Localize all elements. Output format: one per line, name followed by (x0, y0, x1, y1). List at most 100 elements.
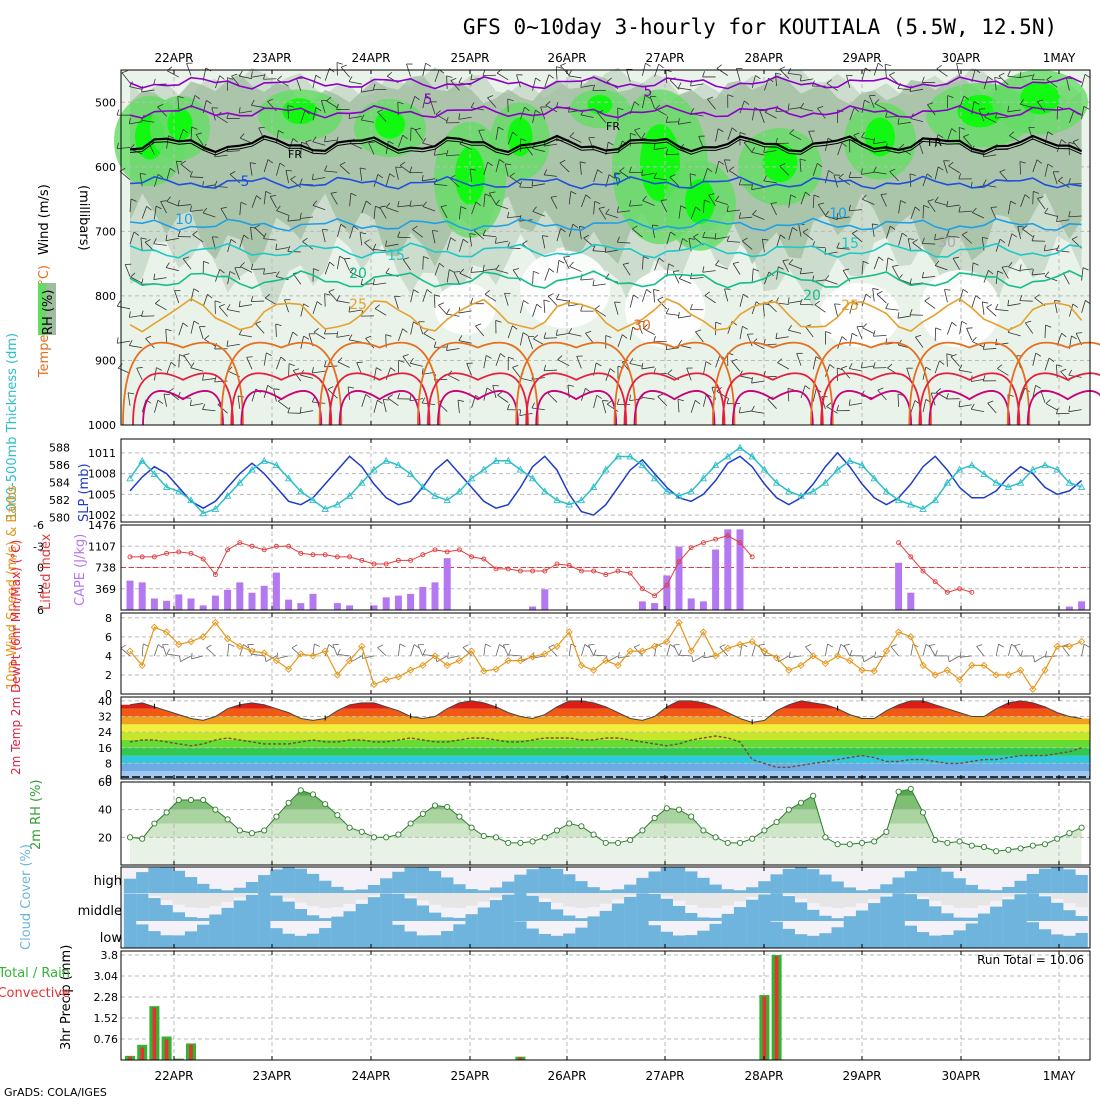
rh-marker (652, 815, 657, 820)
y-tick-label: 800 (95, 290, 116, 303)
y-tick-label-right: 1107 (88, 540, 116, 553)
cloud-gap (502, 893, 514, 894)
rh-marker (335, 813, 340, 818)
cloud-bar (270, 896, 282, 921)
rh-marker (249, 831, 254, 836)
cloud-gap (697, 893, 709, 908)
wind-barb-flag (1084, 644, 1089, 647)
cape-bar (407, 594, 414, 610)
rh-marker (969, 843, 974, 848)
cape-bar (310, 594, 317, 610)
rh-marker (213, 807, 218, 812)
rh-very-high-patch (865, 118, 895, 157)
cloud-bar (551, 909, 563, 921)
wind-barb-flag (618, 652, 619, 658)
cape-bar (529, 607, 536, 610)
y-tick-label: 6 (105, 631, 112, 644)
cloud-bar (356, 921, 368, 948)
rh-low-patch (520, 251, 610, 328)
cloud-gap (148, 893, 160, 896)
cloud-gap (173, 893, 185, 905)
wind-barb-flag (834, 304, 840, 305)
temp-band (121, 763, 1090, 771)
cloud-bar (1063, 936, 1075, 948)
cloud-bar (1027, 874, 1039, 893)
cloud-bar (258, 893, 270, 921)
contour-label: 5 (424, 92, 433, 108)
y-tick-label: 3.8 (101, 949, 119, 962)
cloud-bar (417, 867, 429, 893)
cloud-gap (795, 893, 807, 899)
y-tick-label: 600 (95, 161, 116, 174)
cloud-bar (380, 878, 392, 893)
rh-marker (420, 811, 425, 816)
chart-title: GFS 0~10day 3-hourly for KOUTIALA (5.5W,… (463, 15, 1057, 39)
precip-convective-bar (189, 1045, 193, 1060)
rh-band (121, 810, 1090, 824)
wind-barb (544, 338, 557, 339)
cloud-bar (441, 877, 453, 893)
contour-label: 10 (829, 206, 847, 222)
wind-barb-flag (704, 652, 705, 658)
temp-band (121, 717, 1090, 725)
y-tick-label: 8 (105, 757, 112, 770)
cloud-bar (185, 877, 197, 893)
wind-barb (674, 645, 679, 656)
credit: GrADS: COLA/IGES (4, 1086, 107, 1099)
wind-barb (594, 655, 606, 656)
wind-barb-flag (891, 645, 897, 647)
temp-band (121, 740, 1090, 748)
cloud-bar (295, 936, 307, 948)
wind-barb-flag (423, 649, 426, 654)
cape-bar (249, 593, 256, 610)
cape-bar (175, 594, 182, 610)
cloud-bar (453, 924, 465, 948)
temp-band (121, 724, 1090, 732)
cloud-bar (685, 871, 697, 893)
cloud-bar (234, 888, 246, 893)
wind-barb-flag (117, 301, 120, 306)
cloud-bar (722, 914, 734, 921)
cloud-bar (783, 896, 795, 921)
wind-barb-flag (383, 399, 389, 400)
rh-marker (981, 844, 986, 849)
rh-marker (908, 786, 913, 791)
wind-barb (569, 644, 571, 656)
cloud-bar (527, 869, 539, 893)
cloud-bar (710, 885, 722, 893)
cape-bar (432, 582, 439, 610)
cloud-bar (441, 931, 453, 948)
cloud-bar (856, 910, 868, 921)
cloud-bar (1015, 921, 1027, 948)
cloud-gap (649, 893, 661, 894)
cloud-bar (319, 918, 331, 921)
ylabel-2m-rh: 2m RH (%) (29, 779, 44, 850)
x-tick-label-top: 27APR (645, 51, 684, 65)
cloud-bar (197, 925, 209, 948)
cloud-bar (954, 878, 966, 893)
cloud-bar (1051, 867, 1063, 893)
cloud-gap (246, 893, 258, 894)
cloud-bar (990, 890, 1002, 893)
cloud-bar (246, 895, 258, 921)
cloud-bar (856, 890, 868, 893)
wind-barb (949, 656, 959, 662)
wind-barb (825, 644, 827, 656)
wind-barb (929, 645, 935, 655)
cloud-bar (917, 932, 929, 948)
rh-marker (920, 810, 925, 815)
cloud-bar (173, 871, 185, 893)
rh-marker (554, 828, 559, 833)
wind-barb-flag (377, 645, 382, 648)
cloud-bar (466, 921, 478, 948)
rh-marker (750, 836, 755, 841)
rh-band (121, 796, 1090, 810)
rh-marker (1042, 842, 1047, 847)
cloud-level-label: high (94, 874, 122, 889)
ylabel-slp: SLP (mb) (77, 463, 92, 522)
wind-barb (581, 644, 584, 656)
wind-barb (891, 647, 899, 656)
cloud-bar (685, 935, 697, 948)
rh-marker (933, 838, 938, 843)
